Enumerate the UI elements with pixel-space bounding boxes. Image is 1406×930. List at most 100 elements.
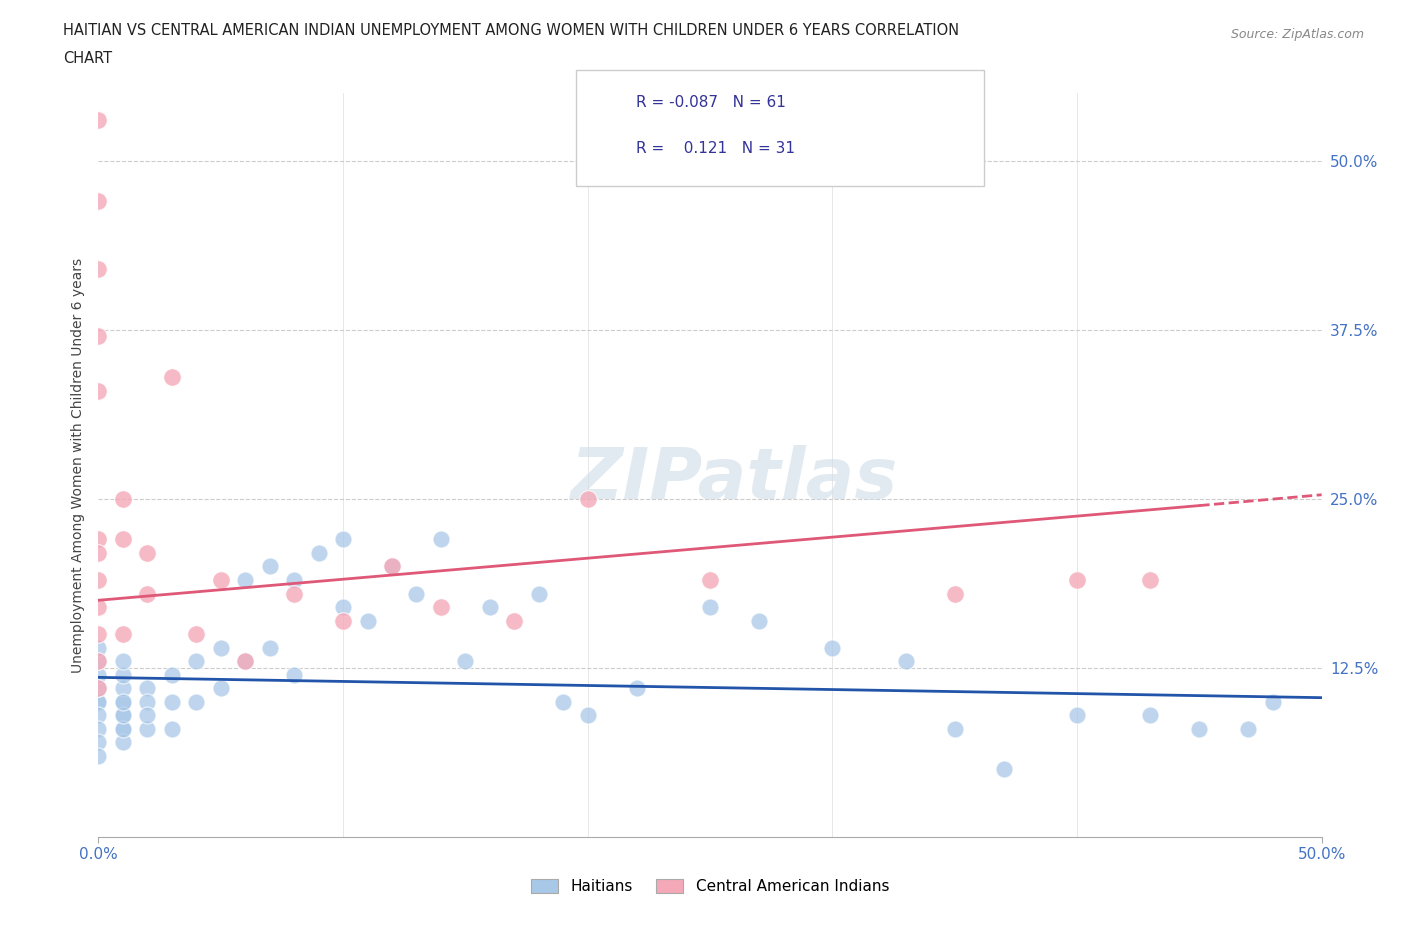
Point <box>87 735 110 750</box>
Point <box>136 681 159 696</box>
Point <box>430 532 453 547</box>
Point <box>87 573 110 588</box>
Point <box>87 708 110 723</box>
Point <box>1066 573 1088 588</box>
Point <box>478 600 501 615</box>
Point <box>87 681 110 696</box>
Point <box>332 613 354 628</box>
Point <box>111 708 134 723</box>
Point <box>87 695 110 710</box>
Point <box>186 695 208 710</box>
Point <box>1139 708 1161 723</box>
Point <box>527 586 550 601</box>
Point <box>943 586 966 601</box>
Point <box>332 532 354 547</box>
Point <box>87 329 110 344</box>
Text: CHART: CHART <box>63 51 112 66</box>
Point <box>233 573 256 588</box>
Point <box>381 559 404 574</box>
Point <box>111 735 134 750</box>
Point <box>993 762 1015 777</box>
Point <box>553 695 575 710</box>
Point <box>259 640 281 655</box>
Point <box>381 559 404 574</box>
Point <box>1261 695 1284 710</box>
Point <box>1066 708 1088 723</box>
Point <box>111 722 134 737</box>
Point <box>111 722 134 737</box>
Point <box>160 722 183 737</box>
Point <box>87 654 110 669</box>
Point <box>283 667 305 682</box>
Point <box>87 695 110 710</box>
Point <box>87 261 110 276</box>
Point <box>283 586 305 601</box>
Point <box>748 613 770 628</box>
Legend: Haitians, Central American Indians: Haitians, Central American Indians <box>524 872 896 900</box>
Point <box>405 586 427 601</box>
Point <box>87 600 110 615</box>
Point <box>160 695 183 710</box>
Text: Source: ZipAtlas.com: Source: ZipAtlas.com <box>1230 28 1364 41</box>
Point <box>87 532 110 547</box>
Point <box>136 586 159 601</box>
Point <box>87 113 110 127</box>
Point <box>186 654 208 669</box>
Y-axis label: Unemployment Among Women with Children Under 6 years: Unemployment Among Women with Children U… <box>70 258 84 672</box>
Point <box>308 546 330 561</box>
Point <box>186 627 208 642</box>
Point <box>87 722 110 737</box>
Point <box>699 573 721 588</box>
Text: ZIPatlas: ZIPatlas <box>571 445 898 514</box>
Point <box>111 627 134 642</box>
Point <box>356 613 378 628</box>
Point <box>87 749 110 764</box>
Point <box>111 532 134 547</box>
Point <box>233 654 256 669</box>
Point <box>136 546 159 561</box>
Point <box>576 708 599 723</box>
Point <box>111 681 134 696</box>
Point <box>87 193 110 208</box>
Point <box>233 654 256 669</box>
Point <box>87 667 110 682</box>
Point <box>136 708 159 723</box>
Point <box>259 559 281 574</box>
Text: HAITIAN VS CENTRAL AMERICAN INDIAN UNEMPLOYMENT AMONG WOMEN WITH CHILDREN UNDER : HAITIAN VS CENTRAL AMERICAN INDIAN UNEMP… <box>63 23 959 38</box>
Point <box>821 640 844 655</box>
Point <box>160 369 183 384</box>
Point <box>283 573 305 588</box>
Point <box>136 722 159 737</box>
Point <box>1188 722 1211 737</box>
Point <box>111 654 134 669</box>
Point <box>87 383 110 398</box>
Point <box>111 695 134 710</box>
Point <box>1139 573 1161 588</box>
Point <box>87 681 110 696</box>
Text: R = -0.087   N = 61: R = -0.087 N = 61 <box>636 95 786 110</box>
Point <box>160 667 183 682</box>
Point <box>209 573 232 588</box>
Point <box>209 681 232 696</box>
Text: R =    0.121   N = 31: R = 0.121 N = 31 <box>636 141 794 156</box>
Point <box>111 491 134 506</box>
Point <box>87 654 110 669</box>
Point <box>699 600 721 615</box>
Point <box>894 654 917 669</box>
Point <box>136 695 159 710</box>
Point <box>454 654 477 669</box>
Point <box>111 667 134 682</box>
Point <box>111 708 134 723</box>
Point <box>1237 722 1260 737</box>
Point <box>943 722 966 737</box>
Point <box>209 640 232 655</box>
Point <box>576 491 599 506</box>
Point <box>87 627 110 642</box>
Point <box>87 546 110 561</box>
Point <box>332 600 354 615</box>
Point <box>626 681 648 696</box>
Point <box>503 613 526 628</box>
Point <box>111 695 134 710</box>
Point <box>430 600 453 615</box>
Point <box>87 640 110 655</box>
